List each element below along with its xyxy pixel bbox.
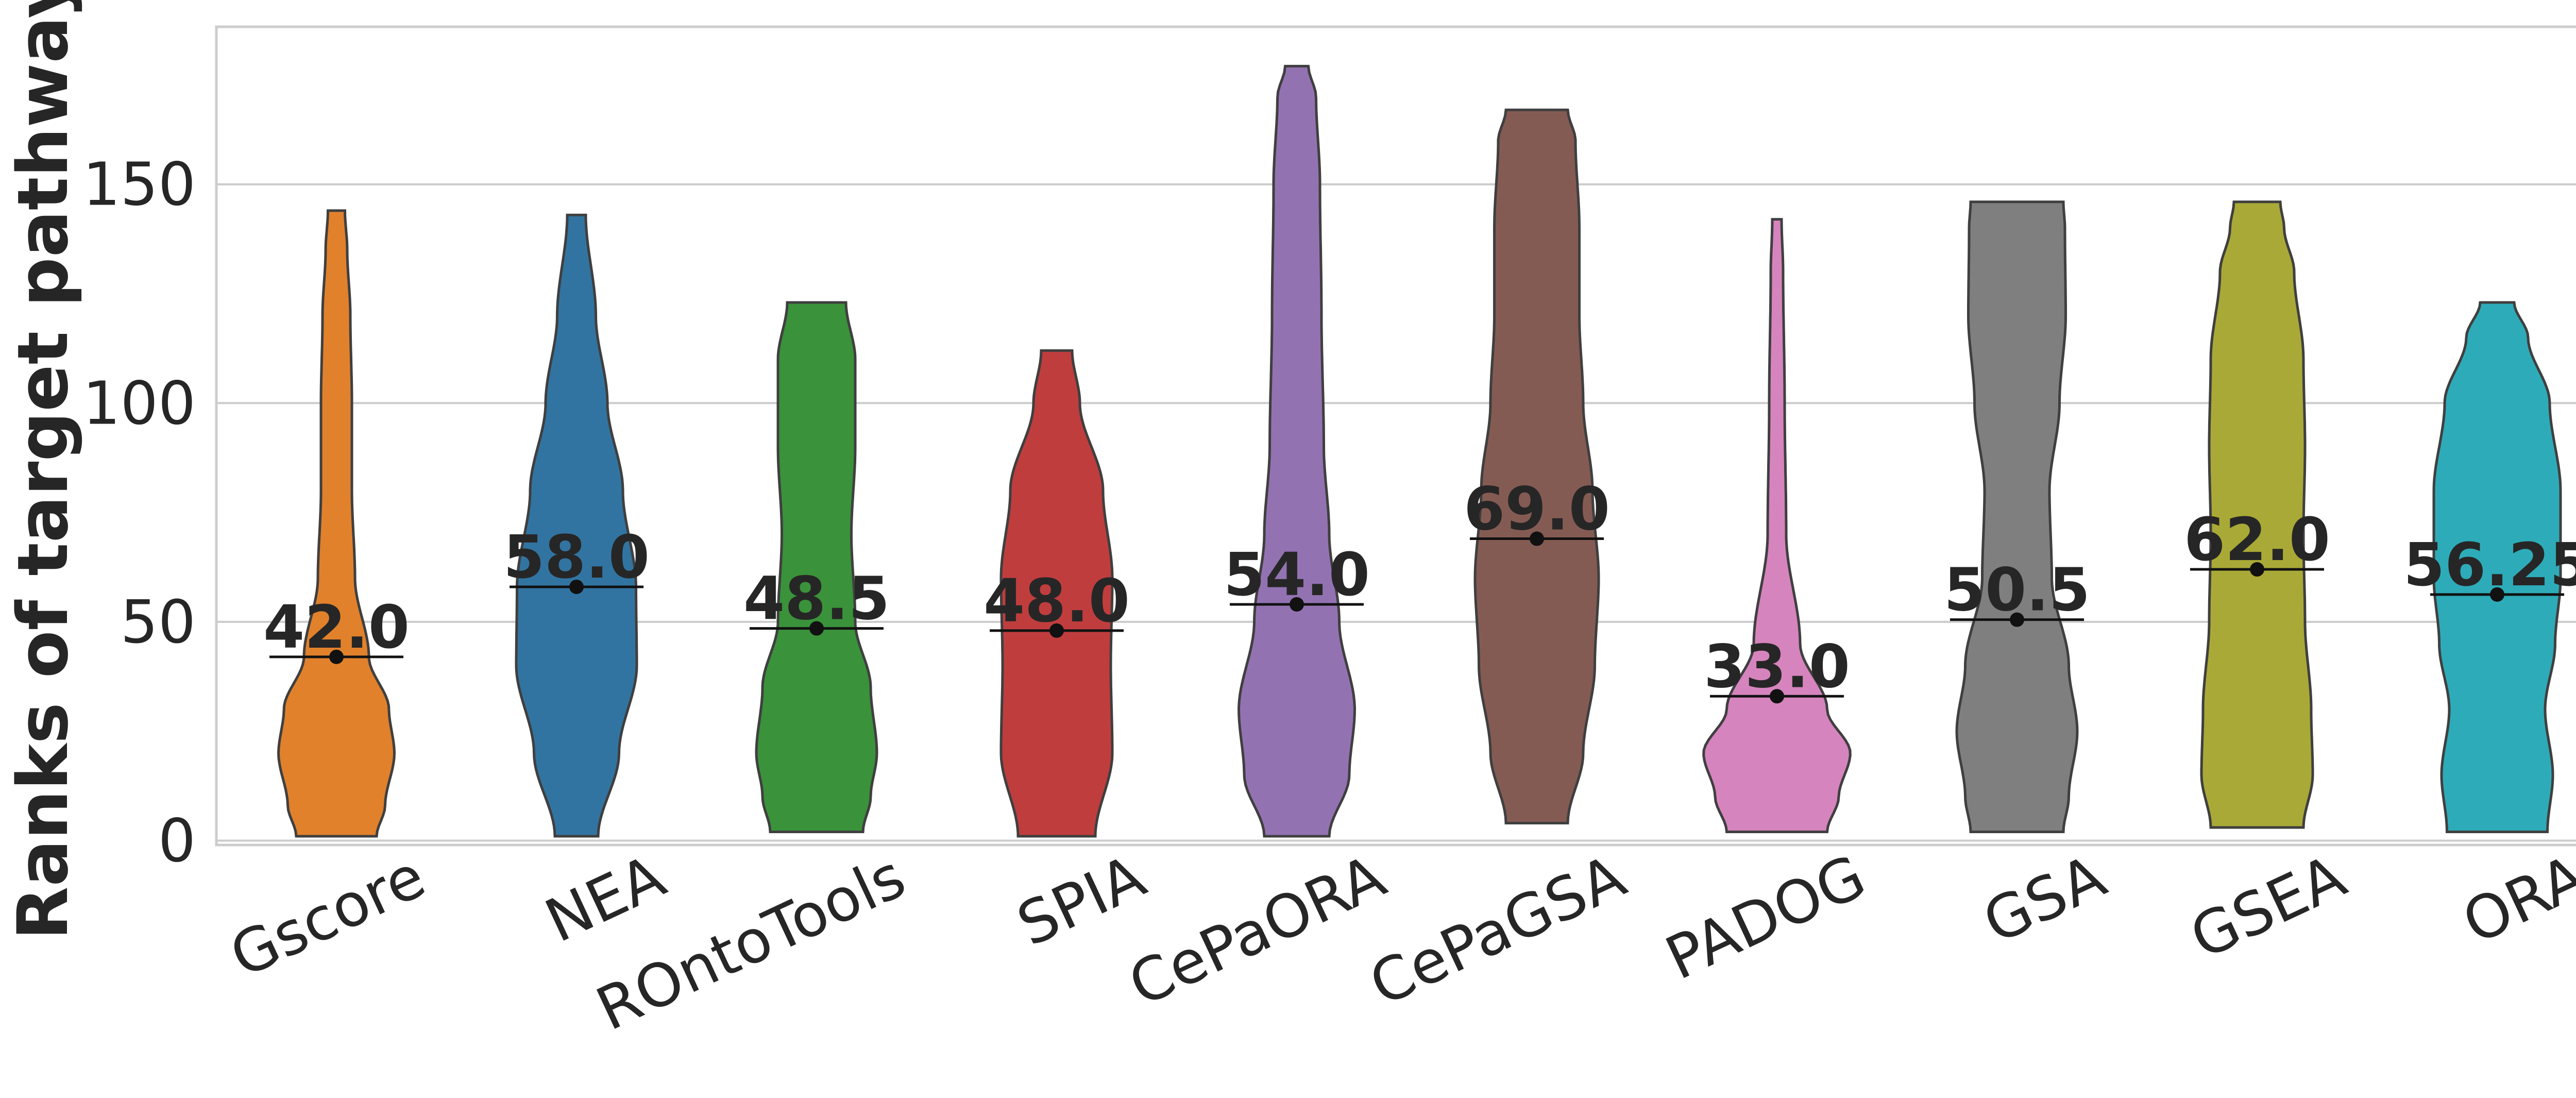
x-tick-label: SPIA	[1007, 842, 1156, 960]
violin-body	[1702, 218, 1852, 833]
y-tick-label: 0	[158, 807, 196, 876]
y-tick-label: 100	[83, 369, 196, 438]
median-point	[2490, 587, 2504, 602]
violin-gsa: 50.5	[1944, 200, 2090, 833]
x-tick-label: CePaGSA	[1360, 842, 1636, 1020]
median-point	[1049, 623, 1064, 638]
median-point	[1530, 531, 1544, 546]
violin-body	[2432, 301, 2562, 833]
x-tick-label: Gscore	[220, 842, 435, 991]
x-tick-label: NEA	[535, 842, 675, 956]
median-label: 42.0	[263, 593, 410, 662]
violin-body	[515, 213, 638, 838]
violin-cepaora: 54.0	[1224, 64, 1370, 838]
median-point	[1770, 689, 1784, 704]
violin-body	[2200, 200, 2314, 829]
violin-ora: 56.25	[2403, 301, 2576, 833]
x-tick-label: CePaORA	[1119, 842, 1396, 1020]
violin-body	[755, 301, 878, 833]
median-label: 50.5	[1944, 556, 2090, 625]
violin-cepagsa: 69.0	[1464, 108, 1610, 824]
x-tick-label: PADOG	[1656, 842, 1876, 993]
median-point	[329, 649, 344, 664]
violin-body	[1237, 64, 1357, 838]
violin-body	[277, 209, 396, 838]
violin-gscore: 42.0	[263, 209, 410, 838]
violin-body	[999, 349, 1114, 838]
median-label: 56.25	[2403, 531, 2576, 600]
y-tick-label: 50	[121, 588, 196, 657]
violin-spia: 48.0	[984, 349, 1130, 838]
median-label: 48.0	[984, 567, 1130, 636]
plot-frame	[215, 25, 2576, 847]
violin-gsea: 62.0	[2184, 200, 2330, 829]
y-axis-ticks: 0 50 100 150	[83, 150, 196, 876]
median-label: 33.0	[1704, 632, 1850, 701]
y-axis-label: Ranks of target pathways	[3, 0, 83, 940]
median-label: 69.0	[1464, 475, 1610, 544]
median-point	[569, 579, 584, 594]
violin-rontotools: 48.5	[743, 301, 890, 833]
violin-padog: 33.0	[1702, 218, 1852, 833]
x-tick-label: GSEA	[2180, 842, 2356, 973]
median-label: 62.0	[2184, 505, 2330, 575]
y-tick-label: 150	[83, 150, 196, 219]
median-point	[2250, 562, 2264, 577]
median-point	[2010, 612, 2024, 627]
median-point	[1290, 597, 1304, 612]
median-point	[809, 621, 824, 636]
x-tick-label: ORA	[2453, 842, 2576, 958]
violins: 42.0 58.0 48.5 48.0 54.0 69.0 33.0 50.5 62.0 56.2…	[263, 64, 2576, 838]
median-label: 48.5	[743, 565, 890, 634]
x-tick-label: GSA	[1973, 842, 2116, 957]
violin-body	[1955, 200, 2079, 833]
violin-nea: 58.0	[503, 213, 650, 838]
violin-body	[1473, 108, 1600, 824]
median-label: 58.0	[503, 523, 650, 592]
median-label: 54.0	[1224, 540, 1370, 610]
